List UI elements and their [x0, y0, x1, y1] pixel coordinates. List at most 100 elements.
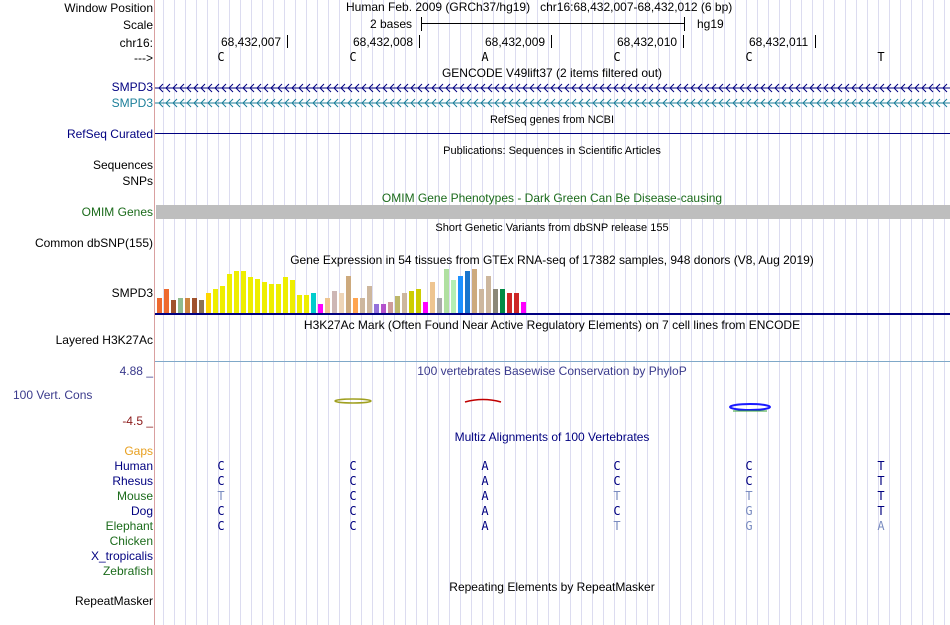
scale-bar-right-tick [684, 17, 685, 31]
gtex-label[interactable]: SMPD3 [111, 286, 153, 300]
multiz-base: G [745, 519, 753, 533]
guide-line [625, 0, 626, 625]
gtex-tissue-bar[interactable] [409, 291, 414, 313]
gtex-tissue-bar[interactable] [283, 277, 288, 313]
omim-gene-block[interactable] [156, 205, 950, 219]
gtex-tissue-bar[interactable] [367, 286, 372, 313]
gtex-tissue-bar[interactable] [395, 296, 400, 313]
gtex-tissue-bar[interactable] [213, 289, 218, 313]
gtex-tissue-bar[interactable] [311, 293, 316, 313]
gtex-tissue-bar[interactable] [514, 293, 519, 313]
gtex-tissue-bar[interactable] [185, 298, 190, 313]
gtex-tissue-bar[interactable] [157, 298, 162, 313]
gencode-gene-label-2[interactable]: SMPD3 [111, 96, 153, 110]
gtex-tissue-bar[interactable] [486, 276, 491, 313]
scale-value: 2 bases [370, 17, 413, 31]
gtex-tissue-bar[interactable] [318, 304, 323, 313]
multiz-species-label[interactable]: Chicken [109, 534, 153, 548]
gtex-tissue-bar[interactable] [255, 279, 260, 313]
gtex-tissue-bar[interactable] [465, 271, 470, 313]
gtex-tissue-bar[interactable] [416, 289, 421, 313]
gtex-tissue-bar[interactable] [304, 295, 309, 313]
gtex-tissue-bar[interactable] [374, 304, 379, 313]
gtex-tissue-bar[interactable] [493, 289, 498, 313]
multiz-species-label[interactable]: Dog [130, 504, 153, 518]
publications-label-sequences[interactable]: Sequences [92, 158, 153, 172]
gtex-tissue-bar[interactable] [241, 271, 246, 313]
gtex-tissue-bar[interactable] [521, 302, 526, 313]
gtex-tissue-bar[interactable] [290, 280, 295, 313]
multiz-species-label[interactable]: Elephant [105, 519, 153, 533]
h3k27ac-label[interactable]: Layered H3K27Ac [55, 333, 153, 347]
gtex-tissue-bar[interactable] [472, 269, 477, 313]
gtex-tissue-bar[interactable] [199, 300, 204, 313]
gtex-tissue-bar[interactable] [164, 289, 169, 313]
gtex-gene-model [155, 313, 950, 315]
h3k27ac-signal-baseline [155, 361, 950, 362]
gtex-tissue-bar[interactable] [507, 293, 512, 313]
gtex-tissue-bar[interactable] [227, 274, 232, 313]
gencode-transcript-1[interactable] [155, 82, 950, 94]
gtex-tissue-bar[interactable] [430, 282, 435, 313]
repeatmasker-label[interactable]: RepeatMasker [74, 594, 153, 608]
gtex-tissue-bar[interactable] [437, 298, 442, 313]
gtex-bar-chart[interactable] [157, 268, 557, 313]
guide-line [658, 0, 659, 625]
refseq-gene-line[interactable] [155, 133, 950, 134]
gtex-tissue-bar[interactable] [346, 276, 351, 313]
dbsnp-title: Short Genetic Variants from dbSNP releas… [435, 222, 669, 234]
refseq-label[interactable]: RefSeq Curated [66, 127, 153, 141]
gtex-tissue-bar[interactable] [479, 289, 484, 313]
gtex-tissue-bar[interactable] [339, 293, 344, 313]
gtex-tissue-bar[interactable] [444, 269, 449, 313]
gtex-tissue-bar[interactable] [325, 298, 330, 313]
gtex-tissue-bar[interactable] [402, 293, 407, 313]
multiz-species-label[interactable]: X_tropicalis [90, 549, 153, 563]
gtex-tissue-bar[interactable] [388, 302, 393, 313]
phylop-label[interactable]: 100 Vert. Cons [13, 388, 93, 402]
multiz-species-label[interactable]: Mouse [116, 489, 153, 503]
gtex-tissue-bar[interactable] [248, 277, 253, 313]
gaps-label[interactable]: Gaps [124, 444, 153, 458]
multiz-base: G [745, 504, 753, 518]
gtex-tissue-bar[interactable] [458, 276, 463, 313]
gtex-tissue-bar[interactable] [353, 298, 358, 313]
reference-base: A [481, 50, 489, 64]
guide-line [603, 0, 604, 625]
gtex-tissue-bar[interactable] [297, 295, 302, 313]
multiz-species-label[interactable]: Human [114, 459, 153, 473]
publications-label-snps[interactable]: SNPs [122, 174, 153, 188]
gtex-tissue-bar[interactable] [171, 300, 176, 313]
gencode-gene-label-1[interactable]: SMPD3 [111, 80, 153, 94]
gtex-tissue-bar[interactable] [451, 280, 456, 313]
omim-label[interactable]: OMIM Genes [81, 205, 153, 219]
gtex-tissue-bar[interactable] [360, 298, 365, 313]
gtex-tissue-bar[interactable] [178, 298, 183, 313]
multiz-base: A [481, 504, 489, 518]
phylop-signal[interactable] [155, 395, 950, 415]
gtex-tissue-bar[interactable] [206, 293, 211, 313]
gtex-tissue-bar[interactable] [423, 302, 428, 313]
dbsnp-label[interactable]: Common dbSNP(155) [34, 236, 153, 250]
gtex-tissue-bar[interactable] [276, 284, 281, 313]
gtex-tissue-bar[interactable] [220, 286, 225, 313]
gtex-tissue-bar[interactable] [234, 271, 239, 313]
gtex-tissue-bar[interactable] [381, 304, 386, 313]
strand-arrow-label: ---> [134, 51, 153, 65]
gtex-tissue-bar[interactable] [262, 282, 267, 313]
gtex-tissue-bar[interactable] [269, 284, 274, 313]
multiz-base: A [481, 474, 489, 488]
phylop-mark-3 [729, 403, 771, 411]
gtex-title: Gene Expression in 54 tissues from GTEx … [290, 253, 814, 267]
guide-line [295, 0, 296, 625]
gencode-transcript-2[interactable] [155, 97, 950, 109]
multiz-species-label[interactable]: Rhesus [112, 474, 153, 488]
ruler-tick [551, 35, 552, 48]
gtex-tissue-bar[interactable] [332, 291, 337, 313]
guide-line [669, 0, 670, 625]
gencode-title: GENCODE V49lift37 (2 items filtered out) [441, 66, 663, 80]
gtex-tissue-bar[interactable] [500, 289, 505, 313]
ruler-position: 68,432,009 [485, 35, 546, 49]
multiz-species-label[interactable]: Zebrafish [102, 564, 153, 578]
gtex-tissue-bar[interactable] [192, 298, 197, 313]
